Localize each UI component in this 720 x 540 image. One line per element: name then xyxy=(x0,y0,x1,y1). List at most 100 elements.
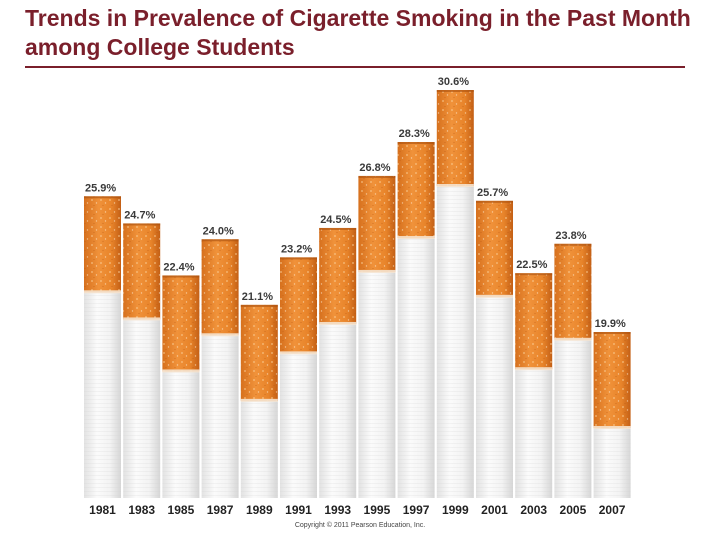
value-label: 22.5% xyxy=(516,259,547,271)
bars-group xyxy=(84,90,631,499)
cigarette-paper-texture xyxy=(84,292,121,498)
year-label: 1989 xyxy=(246,503,273,517)
year-label: 1991 xyxy=(285,503,312,517)
cigarette-bar xyxy=(554,243,592,498)
cigarette-bar xyxy=(84,196,121,498)
year-label: 2003 xyxy=(520,503,547,517)
cigarette-filter-texture xyxy=(358,175,396,272)
cigarette-filter-texture xyxy=(162,275,200,372)
cigarette-paper-texture xyxy=(593,428,631,498)
cigarette-bar xyxy=(397,142,435,499)
cigarette-seam xyxy=(319,321,357,325)
value-label: 22.4% xyxy=(163,261,194,273)
cigarette-top-edge xyxy=(515,273,553,276)
cigarette-top-edge xyxy=(84,196,121,199)
value-label: 24.7% xyxy=(124,209,155,221)
cigarette-paper-texture xyxy=(554,339,592,498)
cigarette-top-edge xyxy=(162,275,200,278)
cigarette-seam xyxy=(515,367,553,371)
cigarette-paper-texture xyxy=(240,400,278,498)
cigarette-bar xyxy=(515,273,553,498)
cigarette-seam xyxy=(593,426,631,429)
value-label: 30.6% xyxy=(438,76,469,88)
value-label: 23.2% xyxy=(281,243,312,255)
year-label: 1987 xyxy=(207,503,234,517)
cigarette-seam xyxy=(554,337,592,341)
cigarette-top-edge xyxy=(397,142,435,145)
cigarette-seam xyxy=(476,294,513,298)
cigarette-filter-texture xyxy=(593,332,631,428)
cigarette-top-edge xyxy=(358,175,396,178)
year-label: 2001 xyxy=(481,503,508,517)
cigarette-bar xyxy=(201,239,239,498)
cigarette-seam xyxy=(358,269,396,273)
value-labels-group: 25.9% 24.7% 22.4% 24.0% 21.1% 23.2% 24.5% 26.8%… xyxy=(85,76,626,330)
year-label: 1997 xyxy=(403,503,430,517)
cigarette-top-edge xyxy=(240,304,278,307)
cigarette-top-edge xyxy=(280,257,317,260)
chart-title: Trends in Prevalence of Cigarette Smokin… xyxy=(25,5,691,60)
copyright-notice: Copyright © 2011 Pearson Education, Inc. xyxy=(294,522,426,529)
title-divider xyxy=(25,66,685,68)
cigarette-paper-texture xyxy=(515,369,553,498)
cigarette-top-edge xyxy=(436,90,474,92)
cigarette-filter-texture xyxy=(476,200,513,297)
cigarette-top-edge xyxy=(554,243,592,246)
cigarette-seam xyxy=(123,317,161,321)
value-label: 19.9% xyxy=(595,318,626,330)
cigarette-seam xyxy=(436,184,474,187)
cigarette-seam xyxy=(280,351,317,355)
cigarette-bar xyxy=(476,200,513,498)
cigarette-bar xyxy=(280,257,317,498)
cigarette-paper-texture xyxy=(436,186,474,498)
cigarette-paper-texture xyxy=(201,335,239,498)
cigarette-filter-texture xyxy=(554,243,592,340)
value-label: 25.7% xyxy=(477,187,508,199)
year-label: 1995 xyxy=(364,503,391,517)
cigarette-filter-texture xyxy=(515,273,553,370)
value-label: 24.0% xyxy=(203,225,234,237)
cigarette-top-edge xyxy=(476,200,513,203)
year-label: 2007 xyxy=(599,503,626,517)
cigarette-paper-texture xyxy=(358,271,396,498)
value-label: 23.8% xyxy=(555,230,586,242)
cigarette-bar xyxy=(319,227,357,498)
value-label: 28.3% xyxy=(399,128,430,140)
cigarette-bar xyxy=(593,332,631,498)
cigarette-paper-texture xyxy=(397,238,435,499)
cigarette-bar xyxy=(436,90,474,498)
cigarette-filter-texture xyxy=(436,90,474,186)
year-label: 2005 xyxy=(560,503,587,517)
value-label: 25.9% xyxy=(85,182,116,194)
cigarette-paper-texture xyxy=(476,296,513,498)
cigarette-filter-texture xyxy=(397,142,435,239)
cigarette-bar xyxy=(123,223,161,498)
cigarette-paper-texture xyxy=(319,323,357,498)
value-label: 24.5% xyxy=(320,214,351,226)
cigarette-filter-texture xyxy=(319,227,357,324)
year-label: 1981 xyxy=(89,503,116,517)
cigarette-filter-texture xyxy=(240,304,278,401)
cigarette-paper-texture xyxy=(123,319,161,498)
cigarette-seam xyxy=(162,369,200,373)
cigarette-top-edge xyxy=(123,223,161,226)
cigarette-bar xyxy=(162,275,200,498)
year-label: 1985 xyxy=(168,503,195,517)
cigarette-seam xyxy=(240,398,278,402)
cigarette-top-edge xyxy=(201,239,239,242)
value-label: 26.8% xyxy=(359,162,390,174)
cigarette-filter-texture xyxy=(84,196,121,293)
year-label: 1999 xyxy=(442,503,469,517)
cigarette-bar xyxy=(240,304,278,498)
value-label: 21.1% xyxy=(242,291,273,303)
cigarette-top-edge xyxy=(319,227,357,230)
cigarette-bar xyxy=(358,175,396,498)
cigarette-paper-texture xyxy=(280,353,317,498)
year-label: 1993 xyxy=(324,503,351,517)
year-labels-group: 1981 1983 1985 1987 1989 1991 1993 1995 1997 1999… xyxy=(89,503,626,517)
cigarette-filter-texture xyxy=(280,257,317,354)
cigarette-paper-texture xyxy=(162,371,200,498)
cigarette-filter-texture xyxy=(123,223,161,320)
cigarette-seam xyxy=(201,333,239,337)
